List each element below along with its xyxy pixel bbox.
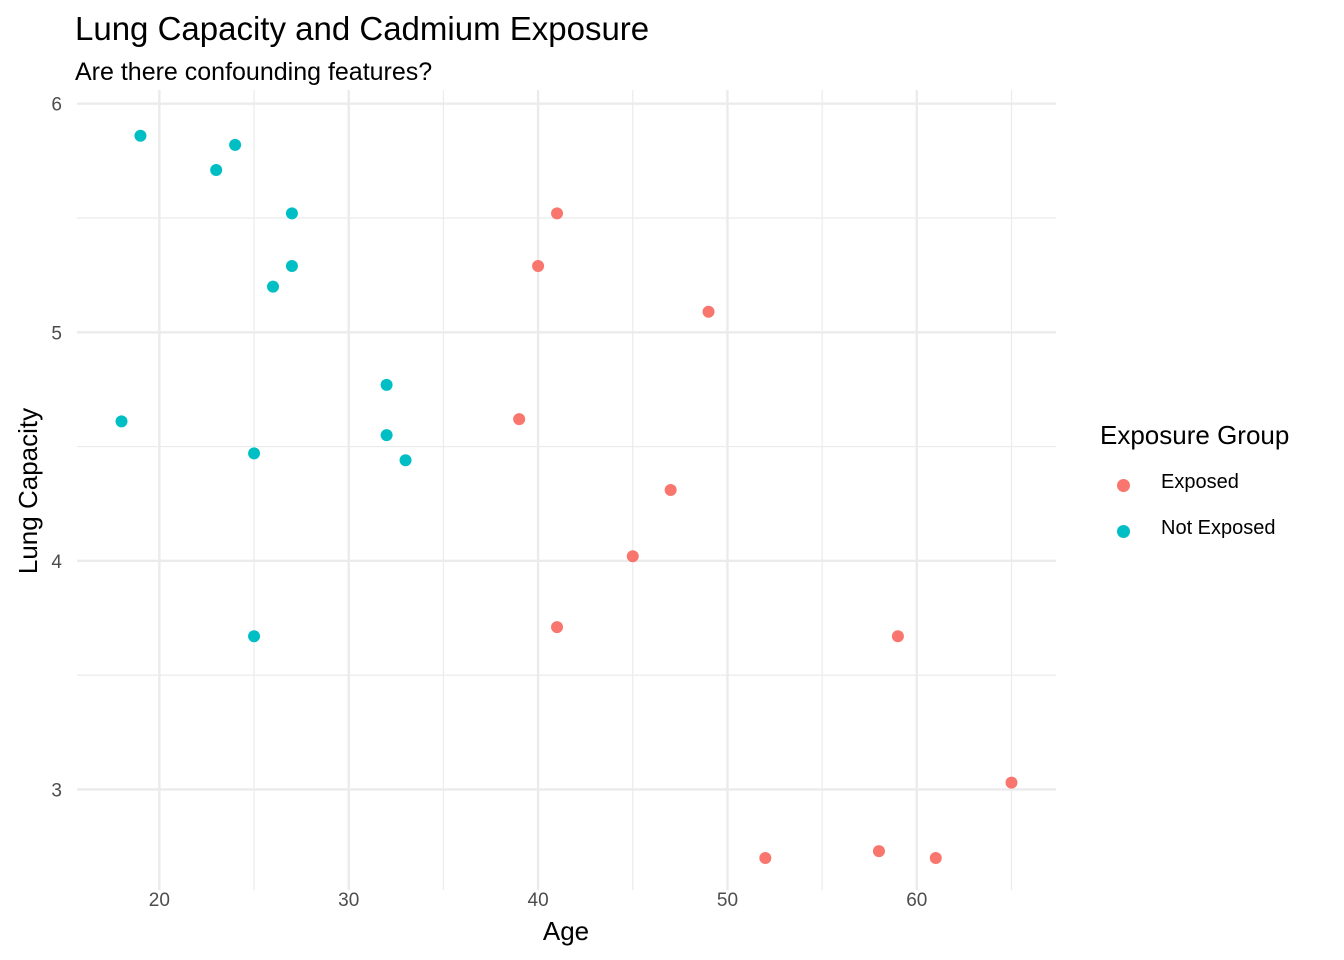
data-point-exposed (759, 852, 772, 864)
plot-grid (77, 90, 1056, 890)
data-point-not-exposed (266, 280, 279, 293)
data-point-not-exposed (210, 164, 223, 176)
data-point-not-exposed (248, 630, 261, 643)
data-point-not-exposed (134, 129, 147, 142)
x-tick-label: 20 (149, 890, 170, 911)
data-point-exposed (551, 621, 564, 634)
data-point-exposed (702, 305, 715, 318)
data-point-exposed (872, 845, 885, 858)
data-point-not-exposed (380, 378, 393, 391)
data-point-exposed (626, 550, 639, 563)
legend-key-exposed (1117, 479, 1130, 492)
y-axis-title: Lung Capacity (13, 408, 43, 574)
data-points (115, 129, 1018, 864)
data-point-not-exposed (399, 454, 412, 467)
y-tick-label: 6 (51, 95, 62, 116)
x-tick-label: 40 (528, 890, 549, 911)
data-point-not-exposed (285, 260, 298, 272)
x-axis-title: Age (543, 916, 589, 946)
x-tick-label: 30 (338, 890, 359, 911)
data-point-exposed (891, 630, 904, 643)
x-tick-label: 60 (906, 890, 927, 911)
data-point-exposed (1005, 776, 1018, 789)
data-point-exposed (929, 852, 942, 864)
data-point-not-exposed (229, 138, 242, 151)
x-tick-label: 50 (717, 890, 738, 911)
chart-subtitle: Are there confounding features? (75, 58, 433, 86)
data-point-not-exposed (115, 415, 128, 428)
legend-label-not-exposed: Not Exposed (1161, 517, 1276, 539)
data-point-not-exposed (248, 447, 261, 460)
legend-title: Exposure Group (1100, 420, 1290, 450)
y-tick-label: 3 (51, 780, 62, 801)
data-point-not-exposed (285, 207, 298, 220)
legend-item-not-exposed: Not Exposed (1100, 515, 1289, 561)
y-tick-label: 5 (51, 323, 62, 344)
data-point-exposed (664, 484, 677, 496)
data-point-exposed (551, 207, 564, 220)
legend: Exposure Group Exposed Not Exposed (1100, 420, 1289, 561)
chart-title: Lung Capacity and Cadmium Exposure (75, 10, 650, 47)
y-tick-label: 4 (51, 552, 62, 573)
legend-label-exposed: Exposed (1161, 471, 1239, 493)
legend-item-exposed: Exposed (1100, 469, 1289, 515)
legend-key-not-exposed (1117, 525, 1130, 538)
axis-tick-labels: 20 30 40 50 60 3 4 5 6 (51, 95, 927, 911)
data-point-exposed (513, 413, 526, 426)
data-point-not-exposed (380, 429, 393, 442)
data-point-exposed (532, 260, 545, 272)
legend-items: Exposed Not Exposed (1100, 469, 1289, 561)
